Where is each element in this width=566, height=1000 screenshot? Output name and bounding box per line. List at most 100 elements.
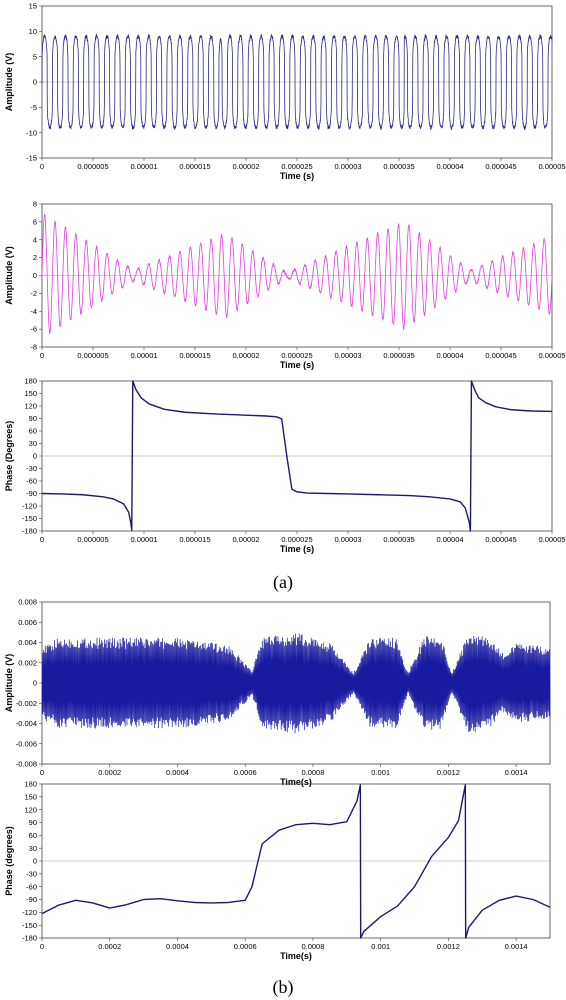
c3-y-tick-label: -0.008: [16, 760, 37, 769]
c2-y-tick-label: -150: [22, 514, 37, 523]
c1-y-tick-label: 8: [33, 200, 37, 209]
c3-y-tick-label: 0: [33, 679, 37, 688]
c2-x-tick-label: 0.00002: [232, 535, 259, 544]
c1-x-tick-label: 0.000045: [485, 351, 516, 360]
c4-y-tick-label: -150: [22, 921, 37, 930]
c3-y-tick-label: 0.002: [18, 658, 37, 667]
c1-signal-line: [41, 214, 553, 334]
c0-x-tick-label: 0.00002: [232, 162, 259, 171]
panel-a-phase-chart: -180 -150 -120 -90 -60 -30 0 30 60 90 120 150 180 0 0.…: [4, 377, 566, 554]
c4-x-tick-label: 0.0014: [505, 942, 528, 951]
c0-x-tick-label: 0.000025: [281, 162, 312, 171]
c2-x-tick-label: 0.000015: [179, 535, 210, 544]
c4-phase-line: [41, 784, 551, 939]
c1-x-tick-label: 0.00002: [232, 351, 259, 360]
c0-signal-line: [41, 33, 553, 131]
caption-a: (a): [273, 572, 293, 593]
c3-y-tick-label: -0.002: [16, 699, 37, 708]
c4-y-tick-label: -30: [26, 869, 37, 878]
c0-y-tick-label: 0: [33, 78, 37, 87]
c3-x-tick-label: 0.0004: [166, 768, 189, 777]
c3-x-tick-label: 0.0014: [505, 768, 528, 777]
c0-y-axis-label: Amplitude (V): [4, 53, 14, 112]
c0-y-tick-label: 15: [29, 2, 37, 11]
c2-x-tick-label: 0.000005: [77, 535, 108, 544]
c0-y-tick-label: -10: [26, 128, 37, 137]
c1-y-tick-label: -8: [30, 343, 37, 352]
c4-y-tick-label: 90: [29, 818, 37, 827]
c3-x-tick-label: 0.001: [371, 768, 390, 777]
c3-y-tick-label: -0.006: [16, 739, 37, 748]
c0-x-tick-label: 0.00001: [130, 162, 157, 171]
c4-y-tick-label: -90: [26, 895, 37, 904]
c2-y-tick-label: 60: [29, 427, 37, 436]
c4-y-tick-label: -120: [22, 908, 37, 917]
c1-y-tick-label: 0: [33, 271, 37, 280]
c2-x-tick-label: 0.000025: [281, 535, 312, 544]
c1-y-axis-label: Amplitude (V): [4, 246, 14, 305]
c4-x-tick-label: 0.0004: [166, 942, 189, 951]
c3-x-tick-label: 0.0002: [98, 768, 121, 777]
c2-phase-line: [41, 380, 553, 532]
c3-y-tick-label: 0.006: [18, 618, 37, 627]
c1-x-tick-label: 0.00003: [334, 351, 361, 360]
c4-y-tick-label: 120: [24, 805, 37, 814]
c0-y-tick-label: -15: [26, 154, 37, 163]
c4-x-tick-label: 0: [40, 942, 44, 951]
c0-x-tick-label: 0.000045: [485, 162, 516, 171]
c2-x-tick-label: 0.00003: [334, 535, 361, 544]
panel-b-amplitude-chart: -0.008 -0.006 -0.004 -0.002 0 0.002 0.004 0.006…: [4, 598, 551, 787]
c3-y-axis-label: Amplitude (V): [4, 654, 14, 713]
c2-x-tick-label: 0: [40, 535, 44, 544]
c2-y-tick-label: -120: [22, 502, 37, 511]
c4-x-tick-label: 0.0012: [437, 942, 460, 951]
c0-x-tick-label: 0.000035: [383, 162, 414, 171]
c3-x-tick-label: 0.0012: [437, 768, 460, 777]
c2-y-tick-label: -180: [22, 527, 37, 536]
c1-x-tick-label: 0.000015: [179, 351, 210, 360]
c1-y-tick-label: -2: [30, 289, 37, 298]
c0-x-tick-label: 0.000015: [179, 162, 210, 171]
c2-y-tick-label: 150: [24, 389, 37, 398]
c0-y-tick-label: 10: [29, 27, 37, 36]
c0-y-tick-label: 5: [33, 52, 37, 61]
c2-x-tick-label: 0.000045: [485, 535, 516, 544]
c3-x-axis-label: Time(s): [280, 777, 312, 787]
c4-y-tick-label: 30: [29, 844, 37, 853]
c2-y-tick-label: 0: [33, 452, 37, 461]
c1-y-tick-label: -4: [30, 307, 37, 316]
c3-x-tick-label: 0.0008: [301, 768, 324, 777]
c1-x-tick-label: 0.00001: [130, 351, 157, 360]
c2-x-axis-label: Time (s): [280, 544, 314, 554]
c1-x-tick-label: 0.00004: [436, 351, 463, 360]
c2-y-tick-label: 120: [24, 402, 37, 411]
c0-x-tick-label: 0.00005: [538, 162, 565, 171]
c2-y-axis-label: Phase (Degrees): [4, 421, 14, 492]
c2-y-tick-label: -90: [26, 489, 37, 498]
c1-x-tick-label: 0: [40, 351, 44, 360]
c2-x-tick-label: 0.00004: [436, 535, 463, 544]
c4-y-axis-label: Phase (degrees): [4, 826, 14, 896]
c2-y-tick-label: 180: [24, 377, 37, 386]
c4-y-tick-label: 60: [29, 831, 37, 840]
c2-y-tick-label: 90: [29, 414, 37, 423]
c2-x-tick-label: 0.00005: [538, 535, 565, 544]
panel-b-phase-chart: -180 -150 -120 -90 -60 -30 0 30 60 90 120 150 180 0 0.…: [4, 780, 551, 961]
c1-x-axis-label: Time (s): [280, 360, 314, 370]
c3-y-tick-label: 0.004: [18, 638, 37, 647]
c2-y-tick-label: -60: [26, 477, 37, 486]
c4-x-axis-label: Time(s): [280, 951, 312, 961]
c1-x-tick-label: 0.000035: [383, 351, 414, 360]
c1-y-tick-label: -6: [30, 325, 37, 334]
c0-x-tick-label: 0.00003: [334, 162, 361, 171]
c2-x-tick-label: 0.00001: [130, 535, 157, 544]
c1-x-tick-label: 0.000025: [281, 351, 312, 360]
c1-y-tick-label: 2: [33, 253, 37, 262]
c1-y-tick-label: 6: [33, 217, 37, 226]
c4-y-tick-label: 0: [33, 857, 37, 866]
c0-x-tick-label: 0: [40, 162, 44, 171]
c3-x-tick-label: 0.0006: [234, 768, 257, 777]
c1-x-tick-label: 0.000005: [77, 351, 108, 360]
c4-y-tick-label: 150: [24, 792, 37, 801]
c2-y-tick-label: 30: [29, 439, 37, 448]
